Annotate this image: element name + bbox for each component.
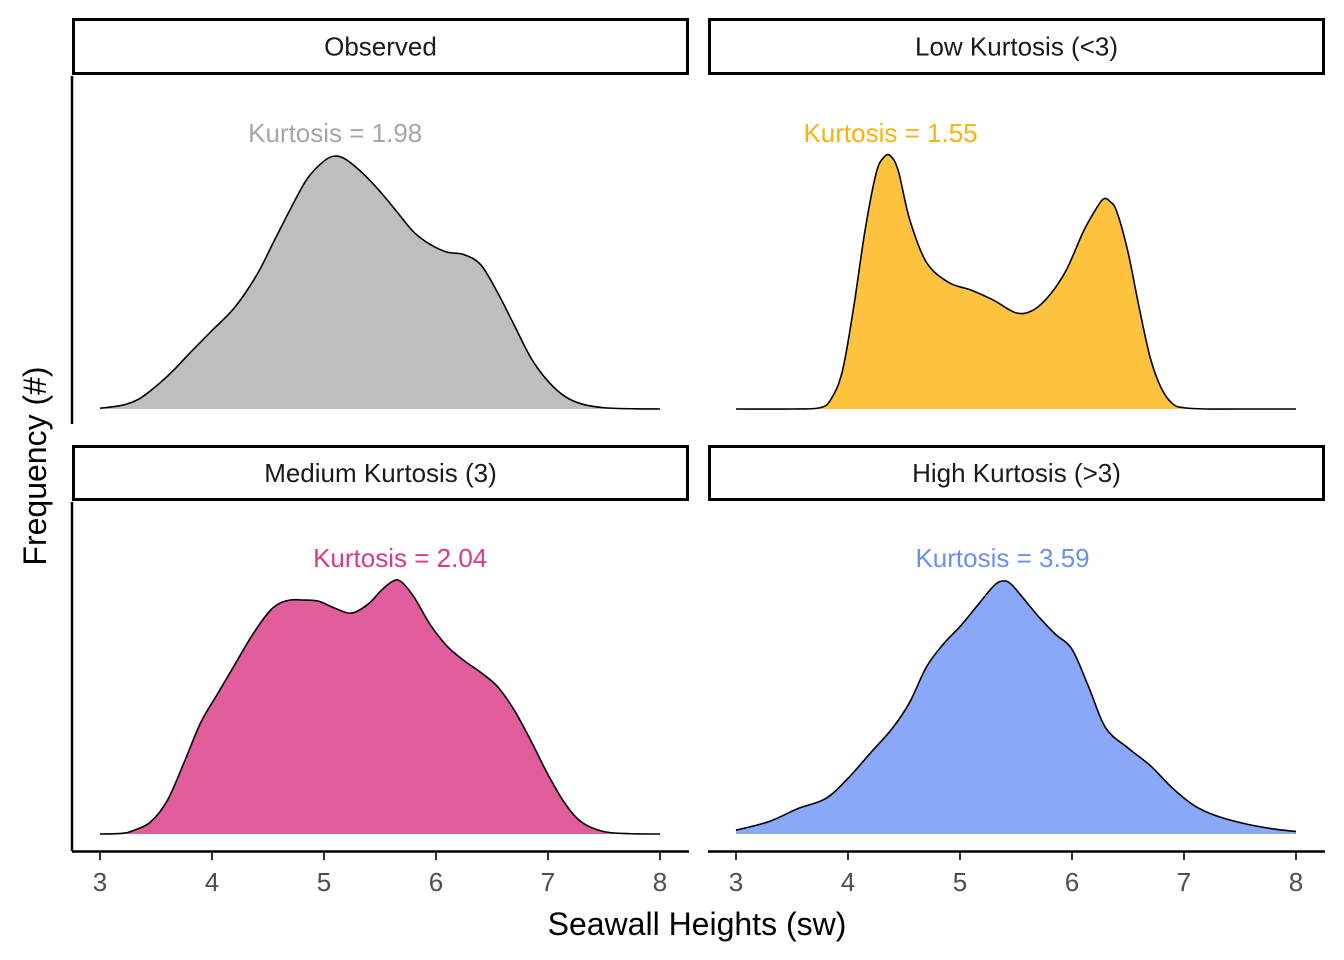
x-tick-label: 7 — [1177, 867, 1191, 897]
strip-box — [708, 18, 1325, 75]
kurtosis-label: Kurtosis = 1.55 — [803, 118, 977, 148]
x-tick-label: 8 — [1289, 867, 1303, 897]
panel-2: Low Kurtosis (<3) Kurtosis = 1.55 — [708, 18, 1325, 410]
strip-box — [72, 445, 689, 501]
kurtosis-label: Kurtosis = 1.98 — [248, 118, 422, 148]
density-outline — [99, 155, 661, 410]
kurtosis-label: Kurtosis = 3.59 — [915, 543, 1089, 573]
x-tick-label: 6 — [429, 867, 443, 897]
strip-label: Observed — [324, 32, 437, 62]
strip-label: Medium Kurtosis (3) — [264, 458, 497, 488]
density-outline — [735, 153, 1296, 410]
density-area — [736, 580, 1296, 834]
density-outline — [735, 580, 1297, 833]
strip-label: High Kurtosis (>3) — [912, 458, 1121, 488]
x-tick-label: 8 — [653, 867, 667, 897]
x-tick-label: 4 — [841, 867, 855, 897]
y-axis-title: Frequency (#) — [17, 366, 53, 565]
x-axis-title: Seawall Heights (sw) — [548, 906, 847, 942]
panel-3: Medium Kurtosis (3) Kurtosis = 2.04 — [70, 445, 689, 851]
density-area — [100, 579, 660, 835]
panel-1: Observed Kurtosis = 1.98 — [70, 18, 689, 424]
strip-box — [708, 445, 1325, 501]
panel-4: High Kurtosis (>3) Kurtosis = 3.59 — [708, 445, 1325, 834]
density-area — [736, 154, 1296, 410]
axes-layer: 3 4 5 6 7 8 3 4 5 6 7 8 — [72, 850, 1325, 897]
kurtosis-label: Kurtosis = 2.04 — [313, 543, 487, 573]
x-axis-1: 3 4 5 6 7 8 — [72, 850, 689, 897]
strip-box — [72, 18, 689, 75]
x-tick-label: 4 — [205, 867, 219, 897]
x-tick-label: 6 — [1065, 867, 1079, 897]
x-tick-label: 7 — [541, 867, 555, 897]
x-tick-label: 3 — [729, 867, 743, 897]
density-outline — [99, 579, 661, 835]
strip-label: Low Kurtosis (<3) — [915, 32, 1118, 62]
x-tick-label: 5 — [317, 867, 331, 897]
density-area — [100, 155, 660, 409]
x-tick-label: 5 — [953, 867, 967, 897]
x-tick-label: 3 — [93, 867, 107, 897]
panels-layer: Observed Kurtosis = 1.98 Low Kurtosis (<3)… — [70, 18, 1325, 851]
x-axis-2: 3 4 5 6 7 8 — [708, 850, 1325, 897]
